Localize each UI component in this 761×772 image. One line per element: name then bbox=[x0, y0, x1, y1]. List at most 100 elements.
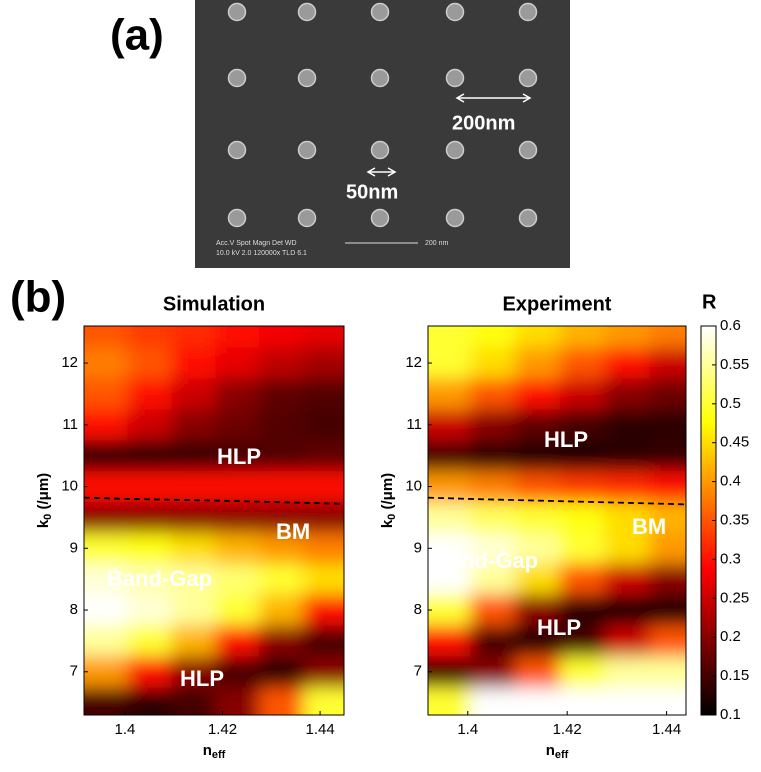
particle bbox=[370, 140, 390, 160]
sem-info: 10.0 kV 2.0 120000x TLD 6.1 bbox=[216, 250, 307, 257]
y-tick-label: 8 bbox=[70, 601, 78, 618]
heatmap-cell bbox=[303, 687, 344, 715]
arrow-head bbox=[455, 93, 532, 103]
heatmap-cell bbox=[604, 656, 650, 688]
annotation: BM bbox=[632, 514, 666, 539]
heatmap-cell bbox=[649, 594, 686, 626]
y-tick-label: 8 bbox=[414, 601, 422, 618]
heatmap-cell bbox=[649, 471, 686, 503]
heatmap-cell bbox=[559, 563, 605, 596]
heatmap-cell bbox=[470, 687, 516, 715]
colorbar-tick-label: 0.5 bbox=[720, 395, 741, 412]
particle bbox=[227, 68, 247, 88]
heatmap-cell bbox=[259, 471, 304, 503]
heatmap-cell bbox=[215, 440, 260, 472]
plot-area bbox=[84, 326, 344, 715]
colorbar-tick-label: 0.4 bbox=[720, 473, 741, 490]
heatmap-cell bbox=[649, 563, 686, 596]
heatmap-cell bbox=[171, 347, 216, 379]
sem-image: Acc.V Spot Magn Det WD 10.0 kV 2.0 120000… bbox=[195, 0, 570, 268]
heatmap-cell bbox=[514, 563, 561, 596]
colorbar-tick-label: 0.1 bbox=[720, 706, 741, 723]
panel-label: (b) bbox=[10, 273, 66, 322]
heatmap-cell bbox=[514, 326, 561, 349]
label-main: n bbox=[546, 742, 555, 759]
x-tick-label: 1.44 bbox=[652, 721, 681, 738]
heatmap-cell bbox=[84, 532, 128, 565]
panel-label: (a) bbox=[110, 11, 164, 60]
heatmap-cell bbox=[215, 347, 260, 379]
label-main: n bbox=[203, 742, 212, 759]
heatmap-cell bbox=[127, 471, 172, 503]
particle bbox=[445, 140, 465, 160]
heatmap-cell bbox=[428, 347, 471, 379]
heatmap-cell bbox=[259, 594, 304, 626]
heatmap-cell bbox=[604, 440, 650, 472]
x-tick-label: 1.42 bbox=[553, 721, 582, 738]
particle bbox=[518, 208, 538, 228]
annotation: 200nm bbox=[452, 112, 515, 134]
heatmap-cell bbox=[649, 440, 686, 472]
label-sub: eff bbox=[555, 749, 569, 761]
heatmap-cell bbox=[215, 625, 260, 657]
heatmap-cell bbox=[171, 471, 216, 503]
heatmap-cell bbox=[470, 532, 516, 565]
heatmap-cell bbox=[604, 378, 650, 410]
heatmap-cell bbox=[559, 656, 605, 688]
heatmap-cell bbox=[171, 594, 216, 626]
heatmap-cell bbox=[559, 440, 605, 472]
heatmap-cell bbox=[127, 594, 172, 626]
heatmap-cell bbox=[559, 378, 605, 410]
particle bbox=[370, 208, 390, 228]
heatmap-cell bbox=[171, 409, 216, 441]
heatmap-cell bbox=[428, 687, 471, 715]
heatmap-cell bbox=[215, 409, 260, 441]
heatmap-cell bbox=[127, 440, 172, 472]
heatmap-cell bbox=[649, 532, 686, 565]
heatmap-cell bbox=[84, 409, 128, 441]
heatmap-cell bbox=[649, 656, 686, 688]
particle bbox=[297, 2, 317, 22]
heatmap-cell bbox=[259, 656, 304, 688]
heatmap-cell bbox=[604, 594, 650, 626]
heatmap-cell bbox=[514, 625, 561, 657]
heatmap-cell bbox=[470, 501, 516, 534]
heatmap-cell bbox=[428, 532, 471, 565]
heatmap-cell bbox=[604, 347, 650, 379]
y-tick-label: 7 bbox=[414, 663, 422, 680]
heatmap-cell bbox=[215, 501, 260, 534]
particle bbox=[297, 140, 317, 160]
plot-area bbox=[428, 326, 686, 715]
x-tick-label: 1.4 bbox=[457, 721, 478, 738]
heatmap-cell bbox=[259, 501, 304, 534]
y-tick-label: 9 bbox=[414, 539, 422, 556]
annotation: 50nm bbox=[346, 181, 398, 203]
heatmap-cell bbox=[649, 326, 686, 349]
heatmap-cell bbox=[303, 347, 344, 379]
heatmap-cell bbox=[171, 563, 216, 596]
colorbar-tick-label: 0.6 bbox=[720, 317, 741, 334]
particle bbox=[227, 208, 247, 228]
heatmap-cell bbox=[649, 347, 686, 379]
y-tick-label: 12 bbox=[61, 354, 78, 371]
heatmap-cell bbox=[303, 409, 344, 441]
annotation: BM bbox=[276, 519, 310, 544]
heatmap-cell bbox=[428, 594, 471, 626]
heatmap bbox=[428, 326, 686, 715]
heatmap-cell bbox=[604, 501, 650, 534]
heatmap-cell bbox=[559, 409, 605, 441]
heatmap-cell bbox=[470, 563, 516, 596]
plot-frame bbox=[83, 325, 345, 716]
colorbar-label: R bbox=[702, 291, 717, 313]
heatmap-cell bbox=[514, 687, 561, 715]
heatmap-cell bbox=[514, 347, 561, 379]
particle bbox=[445, 208, 465, 228]
colorbar-tick-label: 0.55 bbox=[720, 356, 749, 373]
heatmap-cell bbox=[514, 594, 561, 626]
particle bbox=[445, 2, 465, 22]
annotation: HLP bbox=[217, 444, 261, 469]
heatmap-cell bbox=[171, 378, 216, 410]
annotation: Band-Gap bbox=[107, 566, 212, 591]
heatmap-cell bbox=[649, 378, 686, 410]
heatmap-cell bbox=[514, 378, 561, 410]
